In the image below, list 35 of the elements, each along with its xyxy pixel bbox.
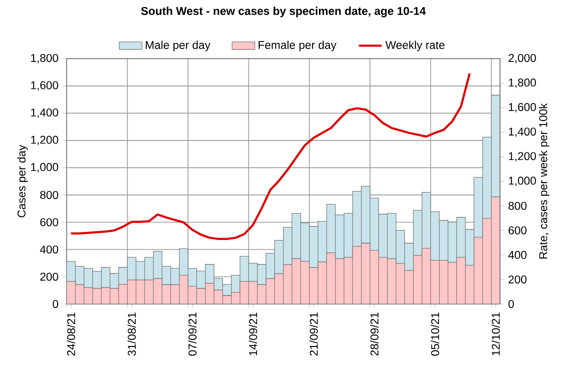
- y-tick-label: 1,600: [31, 81, 58, 91]
- y-tick-label: 400: [40, 246, 58, 254]
- y-tick-label: 1,400: [31, 108, 58, 118]
- y2-tick-label: 800: [508, 202, 526, 210]
- legend-label: Female per day: [258, 40, 336, 52]
- legend-label: Male per day: [146, 40, 210, 52]
- y-tick-label: 600: [40, 218, 58, 226]
- x-tick-label: 05/10/21: [430, 312, 440, 356]
- y2-tick-label: 1,200: [508, 152, 536, 162]
- y-tick-label: 1,000: [31, 163, 58, 173]
- y2-tick-label: 0: [508, 300, 514, 308]
- y-tick-label: 1,200: [31, 136, 58, 146]
- y-tick-label: 200: [40, 272, 58, 281]
- y-tick-label: 1,800: [31, 54, 58, 64]
- y2-axis-title: Rate, cases per week per 100k: [538, 103, 550, 259]
- y2-tick-label: 1,800: [508, 78, 536, 88]
- x-tick-label: 24/08/21: [66, 312, 76, 356]
- legend-label: Weekly rate: [385, 40, 444, 52]
- y2-tick-label: 1,000: [508, 176, 536, 186]
- x-tick-label: 31/08/21: [128, 312, 136, 356]
- x-tick-label: 14/09/21: [248, 312, 258, 356]
- y-tick-label: 800: [40, 191, 58, 200]
- y-axis-title: Cases per day: [17, 145, 28, 218]
- y2-tick-label: 600: [508, 226, 526, 235]
- y2-tick-label: 400: [508, 251, 526, 260]
- y2-tick-label: 1,600: [508, 103, 536, 113]
- x-tick-label: 12/10/21: [491, 312, 500, 356]
- x-tick-label: 28/09/21: [370, 312, 378, 356]
- y2-tick-label: 200: [508, 276, 526, 284]
- x-tick-label: 21/09/21: [310, 312, 318, 356]
- y-tick-label: 0: [52, 300, 58, 308]
- y2-tick-label: 1,400: [508, 128, 536, 138]
- chart-title: South West - new cases by specimen date, age 10-14: [141, 6, 426, 18]
- y2-tick-label: 2,000: [508, 54, 536, 64]
- x-tick-label: 07/09/21: [188, 312, 196, 356]
